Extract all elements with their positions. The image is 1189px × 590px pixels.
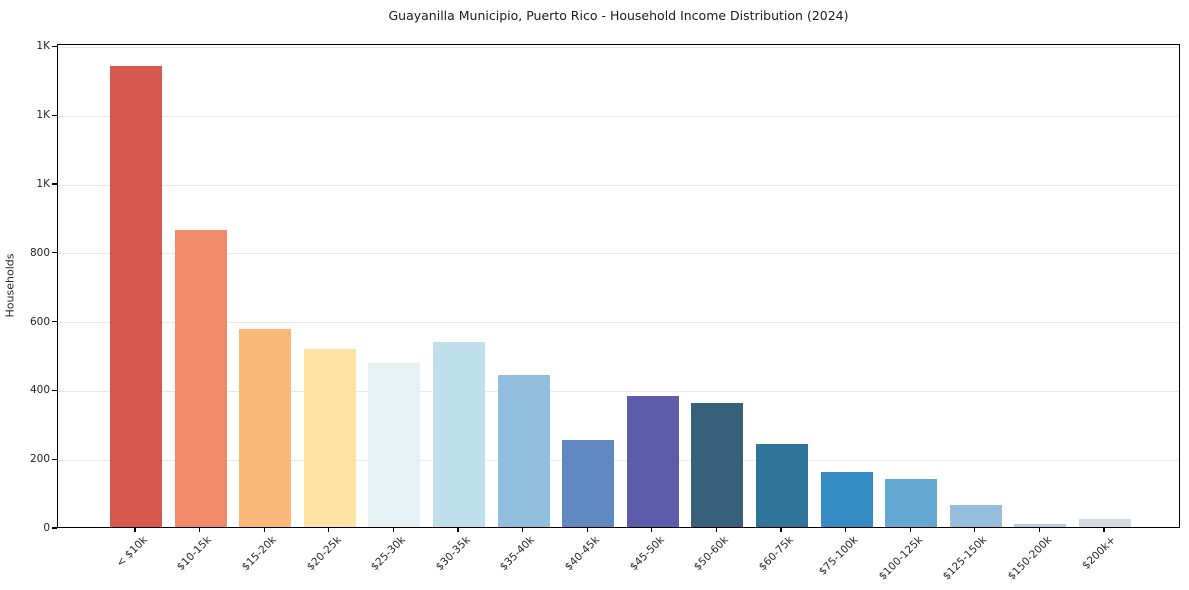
y-tick-mark [52,527,57,529]
x-tick-label: $25-30k [368,534,408,574]
plot-area [57,44,1180,528]
x-tick-label: $35-40k [498,534,538,574]
bar-$100-125k [885,478,938,527]
x-tick-mark [780,528,782,532]
y-tick-label: 600 [29,315,50,328]
gridline [58,46,1179,48]
x-tick-label: $75-100k [816,534,861,578]
bar-$50-60k [691,403,744,527]
y-tick-mark [52,389,57,391]
x-tick-mark [909,528,911,532]
x-tick-label: $50-60k [691,534,731,574]
bar-< $10k [110,66,162,527]
x-tick-mark [199,528,201,532]
x-tick-label: < $10k [113,534,150,570]
x-tick-label: $45-50k [627,534,667,574]
bar-$75-100k [820,471,873,527]
x-tick-mark [974,528,976,532]
x-tick-mark [457,528,459,532]
y-tick-mark [52,114,57,116]
x-tick-label: $200k+ [1080,534,1119,572]
gridline [58,390,1179,392]
bar-$15-20k [239,328,292,527]
x-tick-label: $100-125k [876,534,925,583]
gridline [58,115,1179,117]
bar-$25-30k [368,362,421,527]
y-tick-label: 1K [36,40,50,53]
x-tick-label: $125-150k [940,534,990,583]
x-tick-mark [263,528,265,532]
y-tick-label: 800 [29,246,50,259]
x-tick-label: $15-20k [239,534,279,574]
x-tick-label: $150-200k [1005,534,1054,583]
x-tick-label: $60-75k [756,534,796,574]
y-tick-label: 1K [36,109,50,122]
y-tick-mark [52,252,57,254]
x-tick-label: $30-35k [433,534,473,574]
bar-$20-25k [303,349,356,527]
y-tick-label: 200 [29,453,50,466]
y-tick-mark [52,183,57,185]
bar-$150-200k [1014,523,1067,527]
gridline [58,184,1179,186]
chart-title: Guayanilla Municipio, Puerto Rico - Hous… [388,8,849,23]
x-tick-mark [328,528,330,532]
x-tick-mark [651,528,653,532]
gridline [58,253,1179,255]
x-tick-label: $10-15k [175,534,215,574]
y-tick-label: 0 [43,522,50,534]
bar-$40-45k [562,439,615,527]
bar-$125-150k [949,504,1002,527]
y-tick-mark [52,45,57,47]
bar-$45-50k [626,396,679,527]
gridline [58,322,1179,324]
x-tick-label: $40-45k [562,534,602,574]
x-tick-mark [845,528,847,532]
bar-$30-35k [433,341,485,527]
x-tick-mark [715,528,717,532]
bar-$60-75k [756,444,808,527]
x-tick-mark [1103,528,1105,532]
bar-$35-40k [497,375,550,527]
y-tick-mark [52,321,57,323]
x-tick-mark [1038,528,1040,532]
x-tick-mark [522,528,524,532]
gridline [58,459,1179,461]
bar-$200k+ [1079,519,1131,527]
bar-$10-15k [174,229,227,527]
x-tick-mark [586,528,588,532]
y-tick-label: 400 [29,384,50,397]
y-tick-mark [52,458,57,460]
x-tick-label: $20-25k [304,534,344,574]
x-tick-mark [392,528,394,532]
x-tick-mark [134,528,136,532]
y-tick-label: 1K [36,178,50,190]
